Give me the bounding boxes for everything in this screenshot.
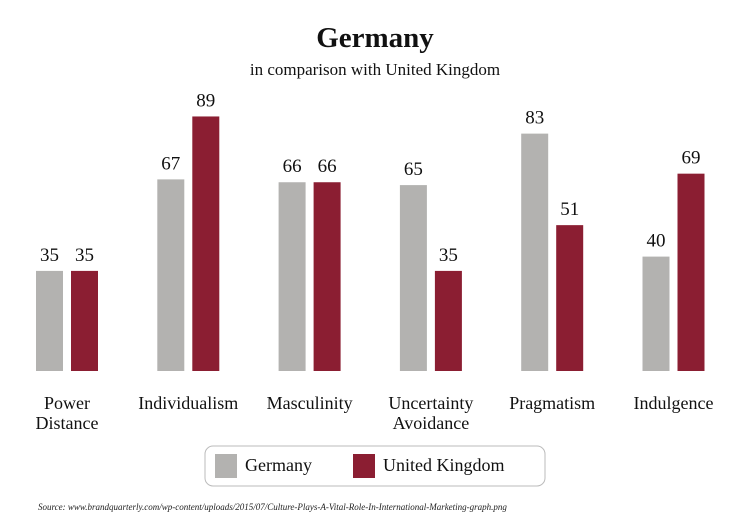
value-label: 51 (560, 199, 579, 220)
legend-label: United Kingdom (383, 455, 505, 475)
bar (313, 182, 341, 371)
chart-title: Germany (316, 22, 434, 54)
legend-swatch (215, 454, 237, 478)
value-label: 66 (283, 156, 302, 177)
x-tick-label: Individualism (138, 393, 239, 413)
bar (278, 182, 306, 371)
value-label: 65 (404, 159, 423, 180)
source-note: Source: www.brandquarterly.com/wp-conten… (38, 502, 507, 512)
value-label: 69 (682, 148, 701, 169)
x-tick-label: Pragmatism (509, 393, 596, 413)
value-label: 40 (647, 231, 666, 252)
value-label: 35 (75, 245, 94, 266)
value-label: 35 (439, 245, 458, 266)
legend-swatch (353, 454, 375, 478)
chart-subtitle: in comparison with United Kingdom (249, 60, 501, 79)
bar (521, 133, 549, 371)
value-label: 67 (161, 153, 180, 174)
bar (36, 270, 63, 371)
legend-label: Germany (245, 455, 312, 475)
x-tick-label: Power Distance (35, 393, 99, 433)
bar (434, 270, 462, 371)
value-label: 89 (196, 90, 215, 111)
x-tick-label: Indulgence (633, 393, 714, 413)
value-label: 35 (40, 245, 59, 266)
bar (677, 173, 705, 371)
x-tick-label: Uncertainty Avoidance (388, 393, 474, 433)
bar (157, 179, 185, 371)
bar (556, 225, 584, 371)
bar (399, 185, 427, 371)
x-tick-label: Masculinity (266, 393, 353, 413)
bar (642, 256, 670, 371)
value-label: 66 (318, 156, 337, 177)
value-label: 83 (525, 108, 544, 129)
bar (71, 270, 98, 371)
bar (192, 116, 220, 372)
